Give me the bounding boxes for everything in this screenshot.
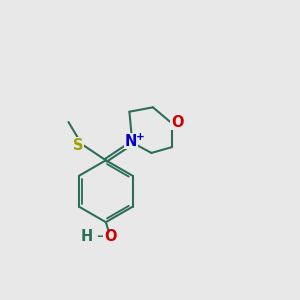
Text: –: – bbox=[96, 230, 103, 243]
Text: O: O bbox=[104, 230, 116, 244]
Text: H: H bbox=[81, 230, 93, 244]
Text: O: O bbox=[171, 115, 184, 130]
Text: S: S bbox=[73, 138, 83, 153]
Text: +: + bbox=[136, 132, 145, 142]
Text: N: N bbox=[125, 134, 137, 149]
